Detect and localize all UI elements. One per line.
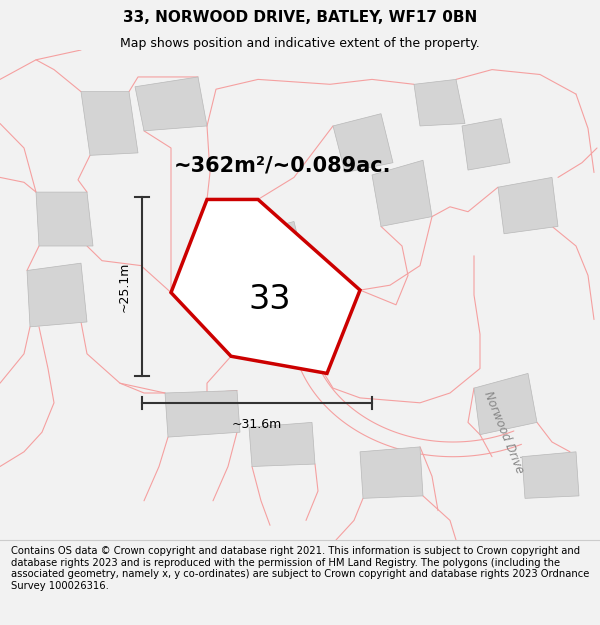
Polygon shape <box>165 391 240 437</box>
Polygon shape <box>522 452 579 498</box>
Text: Norwood Drive: Norwood Drive <box>482 389 526 475</box>
Polygon shape <box>372 160 432 226</box>
Text: ~362m²/~0.089ac.: ~362m²/~0.089ac. <box>174 155 392 175</box>
Text: Contains OS data © Crown copyright and database right 2021. This information is : Contains OS data © Crown copyright and d… <box>11 546 589 591</box>
Polygon shape <box>360 447 423 498</box>
Text: 33, NORWOOD DRIVE, BATLEY, WF17 0BN: 33, NORWOOD DRIVE, BATLEY, WF17 0BN <box>123 10 477 25</box>
Polygon shape <box>462 119 510 170</box>
Polygon shape <box>474 373 537 434</box>
Polygon shape <box>171 199 360 373</box>
Polygon shape <box>81 92 138 156</box>
Text: ~25.1m: ~25.1m <box>118 261 131 312</box>
Polygon shape <box>135 77 207 131</box>
Polygon shape <box>498 177 558 234</box>
Text: ~31.6m: ~31.6m <box>232 418 282 431</box>
Polygon shape <box>414 79 465 126</box>
Text: 33: 33 <box>249 283 291 316</box>
Polygon shape <box>333 114 393 172</box>
Polygon shape <box>249 422 315 466</box>
Polygon shape <box>237 221 306 280</box>
Polygon shape <box>36 192 93 246</box>
Polygon shape <box>27 263 87 327</box>
Text: Map shows position and indicative extent of the property.: Map shows position and indicative extent… <box>120 38 480 51</box>
